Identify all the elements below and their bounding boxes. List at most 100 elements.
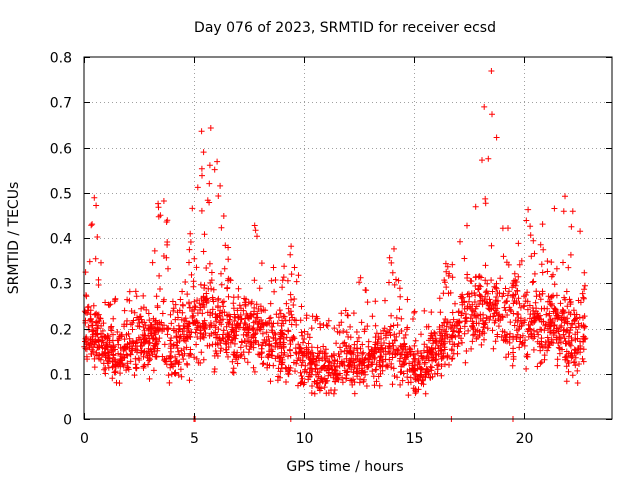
data-point [470,324,476,331]
data-point [309,313,316,320]
data-point [395,277,402,284]
data-point [569,372,576,379]
data-point [88,351,95,357]
data-point [527,322,534,328]
data-point [447,319,453,326]
data-point [288,321,295,328]
data-point [160,198,167,204]
data-point [396,285,403,292]
data-point [534,310,541,317]
data-point [471,299,478,305]
data-point [489,327,496,334]
data-point [170,325,177,332]
data-point [298,373,305,379]
data-point [253,314,260,321]
data-point [459,301,466,308]
data-point [404,368,411,375]
data-point [338,310,345,317]
data-point [159,310,166,317]
data-point [505,225,511,232]
data-point [462,318,468,325]
data-point [377,363,384,370]
data-point [468,306,475,312]
data-point [383,363,389,370]
data-point [418,380,425,387]
data-point [418,331,424,338]
data-point [452,300,458,307]
data-point [114,329,121,335]
data-point [501,304,508,311]
data-point [225,256,232,263]
data-point [442,316,449,322]
grid [84,57,612,419]
data-point [193,326,200,333]
data-point [309,349,316,356]
data-point [170,307,177,314]
data-point [495,323,502,330]
data-point [516,344,523,351]
data-point [162,358,169,365]
data-point [514,288,521,294]
data-point [412,337,419,344]
data-point [203,322,209,329]
data-point [503,354,509,361]
data-point [137,336,144,343]
data-point [214,303,221,309]
data-point [534,363,541,370]
data-point [483,288,490,295]
data-point [481,298,488,305]
data-point [340,340,347,347]
data-point [117,356,124,362]
data-point [105,364,112,371]
data-point [256,351,263,358]
data-point [351,390,358,397]
data-point [101,366,108,373]
y-axis-label: SRMTID / TECUs [6,182,22,295]
data-point [200,149,207,156]
data-point [236,302,243,309]
data-point [95,322,102,329]
data-point [509,284,516,291]
data-point [530,278,537,285]
data-point [238,305,244,312]
data-point [163,361,170,368]
data-point [258,260,265,267]
data-point [298,303,305,310]
data-point [111,356,118,363]
data-point [219,309,226,316]
data-point [101,349,108,356]
data-point [102,370,109,377]
data-point [505,351,512,358]
data-point [465,327,472,334]
data-point [207,279,214,286]
data-point [322,357,329,364]
data-point [479,330,486,337]
data-point [577,343,584,349]
data-point [187,239,194,245]
data-point [164,326,171,332]
data-point [207,312,214,319]
data-point [389,269,396,276]
data-point [386,254,393,261]
data-point [220,298,227,305]
data-point [375,334,382,340]
data-point [280,351,287,358]
data-point [525,206,532,213]
data-point [285,353,291,360]
data-point [305,373,312,380]
data-point [526,302,533,309]
data-point [154,320,161,327]
data-point [550,292,557,299]
data-point [139,319,146,326]
data-point [531,270,538,277]
data-point [198,128,205,135]
data-point [186,377,193,384]
data-point [514,311,521,317]
data-point [266,341,273,348]
data-point [288,311,295,318]
data-point [443,323,450,330]
data-point [173,357,180,364]
data-point [129,319,136,326]
data-point [536,291,543,298]
data-point [234,349,241,356]
